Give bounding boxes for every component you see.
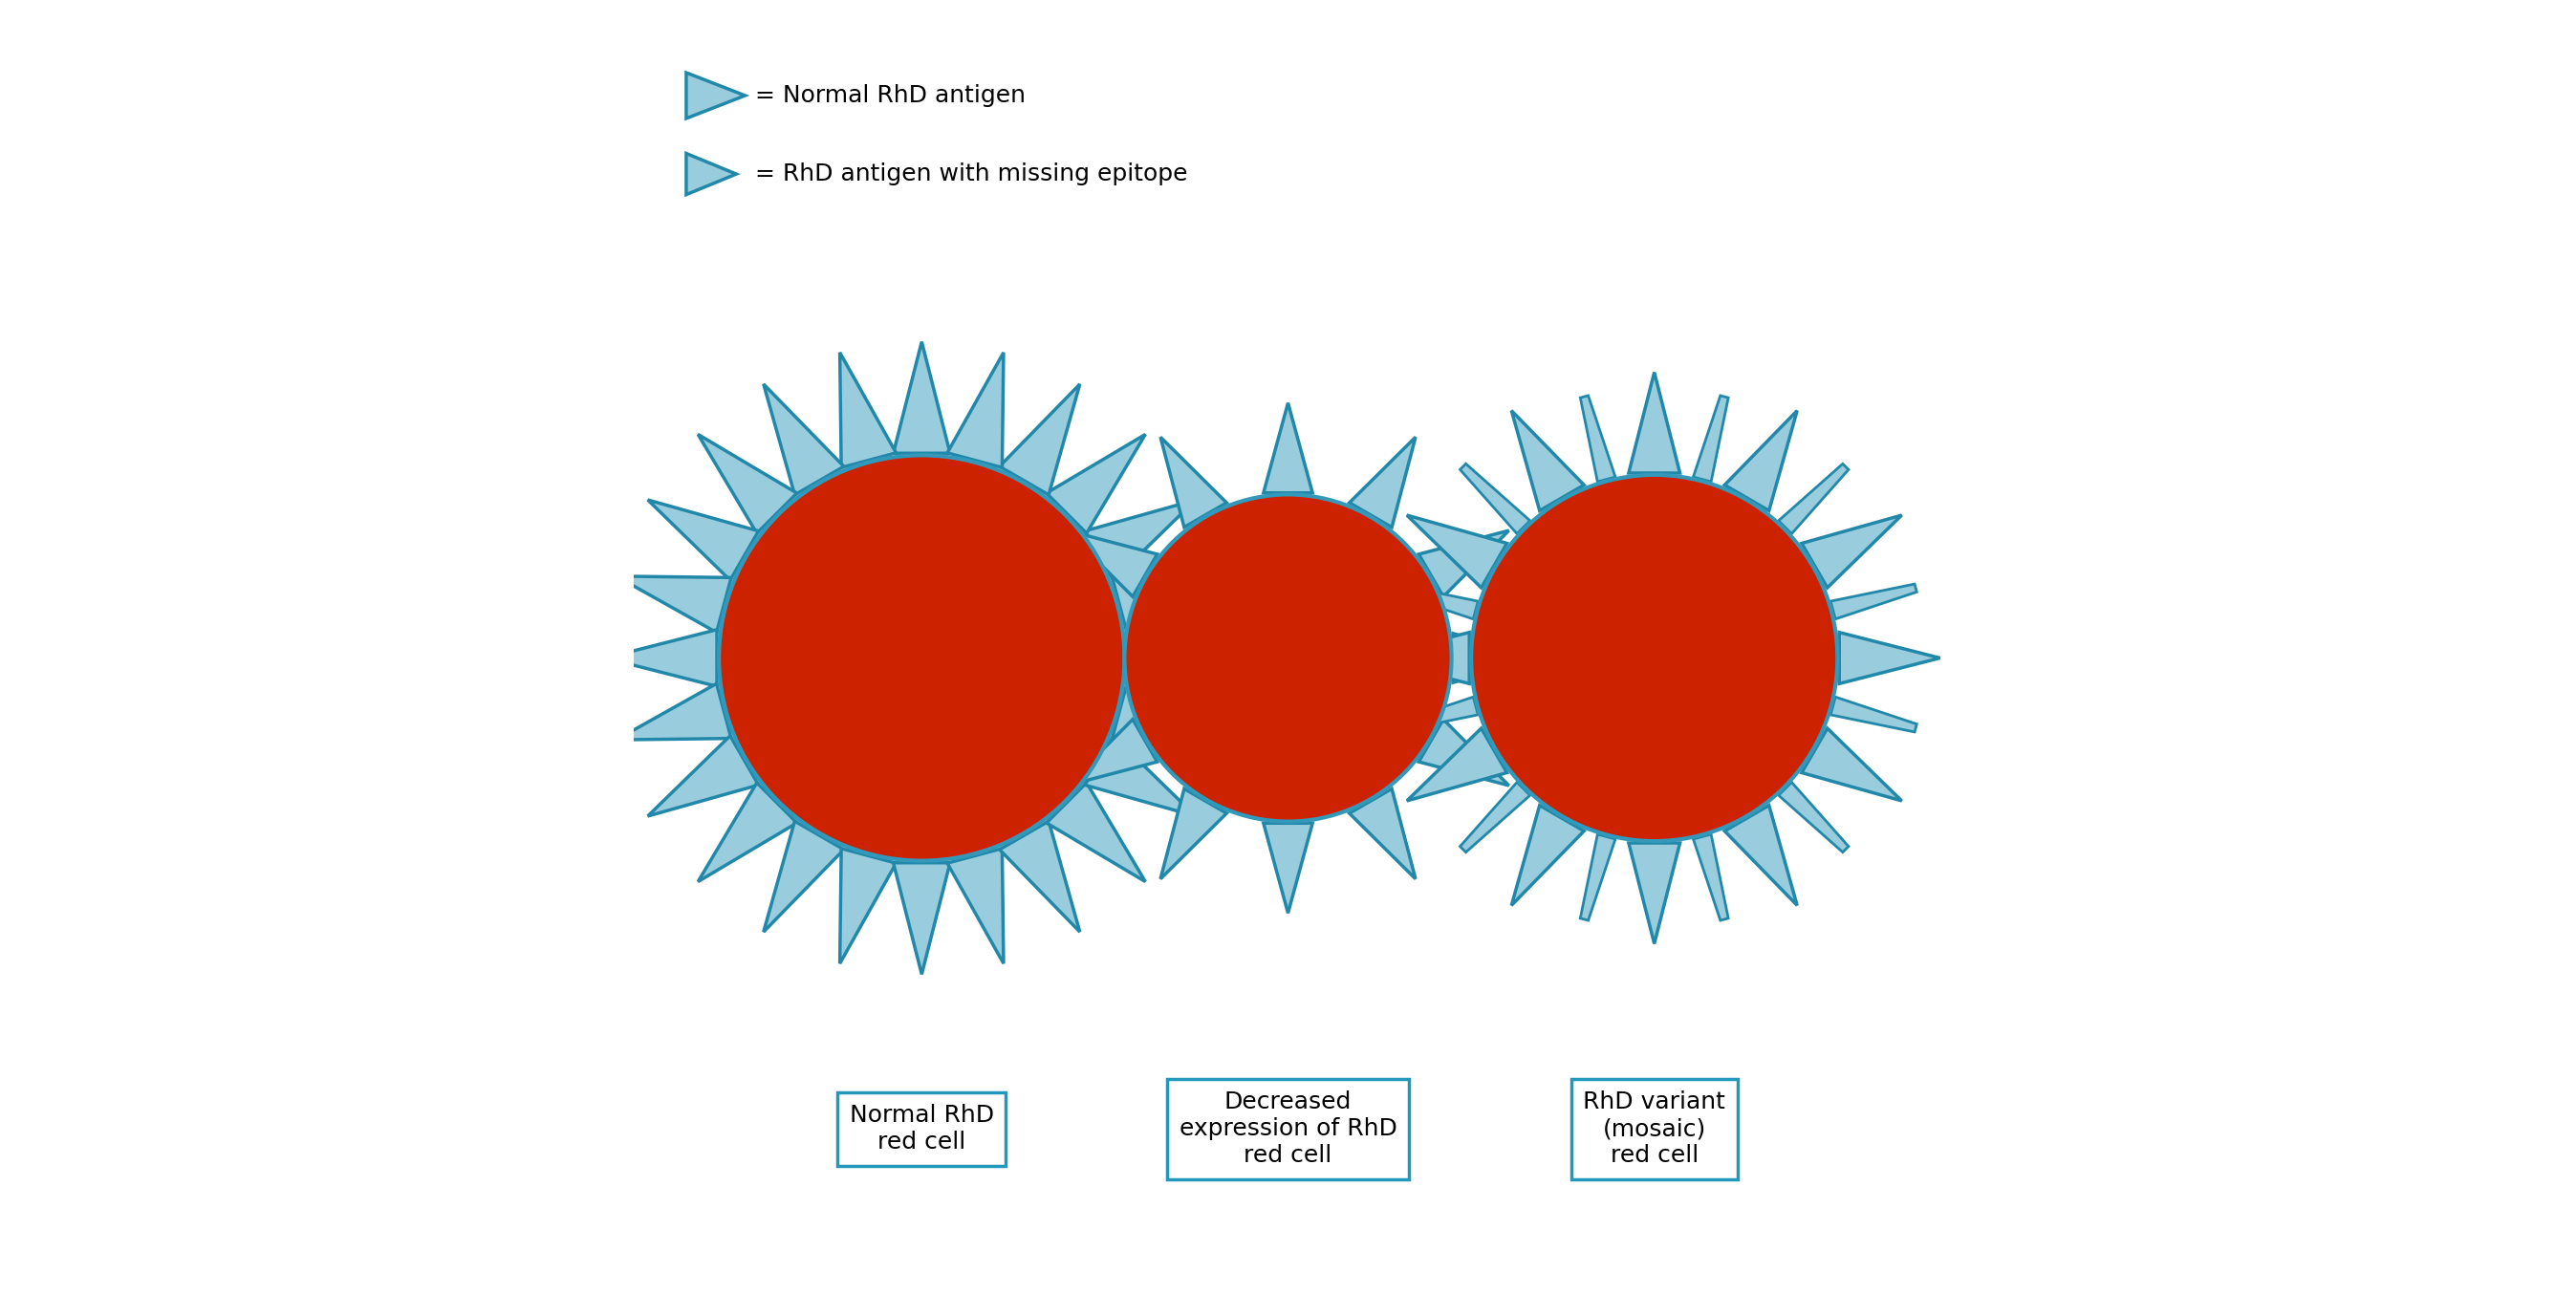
Polygon shape	[698, 434, 796, 533]
Polygon shape	[999, 821, 1079, 932]
Polygon shape	[685, 154, 737, 195]
Polygon shape	[1046, 783, 1146, 882]
Polygon shape	[1512, 411, 1584, 511]
Text: = RhD antigen with missing epitope: = RhD antigen with missing epitope	[755, 163, 1188, 186]
Polygon shape	[1579, 396, 1615, 482]
Polygon shape	[1777, 782, 1850, 853]
Polygon shape	[1084, 736, 1195, 816]
Polygon shape	[1839, 633, 1940, 683]
Polygon shape	[948, 849, 1005, 963]
Polygon shape	[1628, 844, 1680, 944]
Text: RhD variant
(mosaic)
red cell: RhD variant (mosaic) red cell	[1584, 1091, 1726, 1167]
Polygon shape	[1113, 683, 1226, 740]
Polygon shape	[1723, 805, 1798, 905]
Circle shape	[719, 455, 1126, 861]
Polygon shape	[1832, 697, 1917, 732]
Polygon shape	[647, 500, 757, 580]
Polygon shape	[1406, 728, 1507, 801]
Polygon shape	[685, 72, 744, 118]
Polygon shape	[1801, 515, 1901, 588]
Polygon shape	[894, 863, 951, 974]
Circle shape	[1126, 495, 1450, 821]
Polygon shape	[1419, 530, 1510, 596]
Polygon shape	[1777, 463, 1850, 534]
Polygon shape	[1113, 576, 1226, 633]
Polygon shape	[647, 736, 757, 816]
Polygon shape	[894, 342, 951, 453]
Polygon shape	[1391, 697, 1479, 732]
Polygon shape	[605, 629, 716, 687]
Polygon shape	[1033, 633, 1123, 683]
Polygon shape	[1126, 629, 1239, 687]
Polygon shape	[1723, 411, 1798, 511]
Polygon shape	[1461, 463, 1530, 534]
Polygon shape	[1262, 822, 1314, 913]
Polygon shape	[999, 384, 1079, 495]
Text: = Normal RhD antigen: = Normal RhD antigen	[755, 84, 1025, 107]
Polygon shape	[1350, 788, 1417, 879]
Polygon shape	[1692, 396, 1728, 482]
Polygon shape	[616, 576, 732, 633]
Polygon shape	[1066, 530, 1157, 596]
Polygon shape	[1159, 788, 1226, 879]
Polygon shape	[1692, 834, 1728, 920]
Polygon shape	[1368, 633, 1468, 683]
Polygon shape	[948, 353, 1005, 467]
Polygon shape	[1066, 720, 1157, 786]
Circle shape	[1471, 475, 1837, 841]
Polygon shape	[762, 821, 845, 932]
Polygon shape	[1579, 834, 1615, 920]
Polygon shape	[1461, 782, 1530, 853]
Polygon shape	[1406, 515, 1507, 588]
Polygon shape	[1453, 633, 1543, 683]
Text: Decreased
expression of RhD
red cell: Decreased expression of RhD red cell	[1180, 1091, 1396, 1167]
Polygon shape	[1391, 584, 1479, 619]
Polygon shape	[840, 849, 896, 963]
Polygon shape	[1801, 728, 1901, 801]
Polygon shape	[616, 683, 732, 740]
Polygon shape	[762, 384, 845, 495]
Polygon shape	[1350, 437, 1417, 528]
Polygon shape	[1512, 805, 1584, 905]
Polygon shape	[698, 783, 796, 882]
Polygon shape	[1419, 720, 1510, 786]
Polygon shape	[1832, 584, 1917, 619]
Polygon shape	[1159, 437, 1226, 528]
Polygon shape	[1046, 434, 1146, 533]
Polygon shape	[840, 353, 896, 467]
Polygon shape	[1628, 372, 1680, 472]
Polygon shape	[1084, 500, 1195, 580]
Polygon shape	[1262, 403, 1314, 494]
Text: Normal RhD
red cell: Normal RhD red cell	[850, 1104, 994, 1154]
